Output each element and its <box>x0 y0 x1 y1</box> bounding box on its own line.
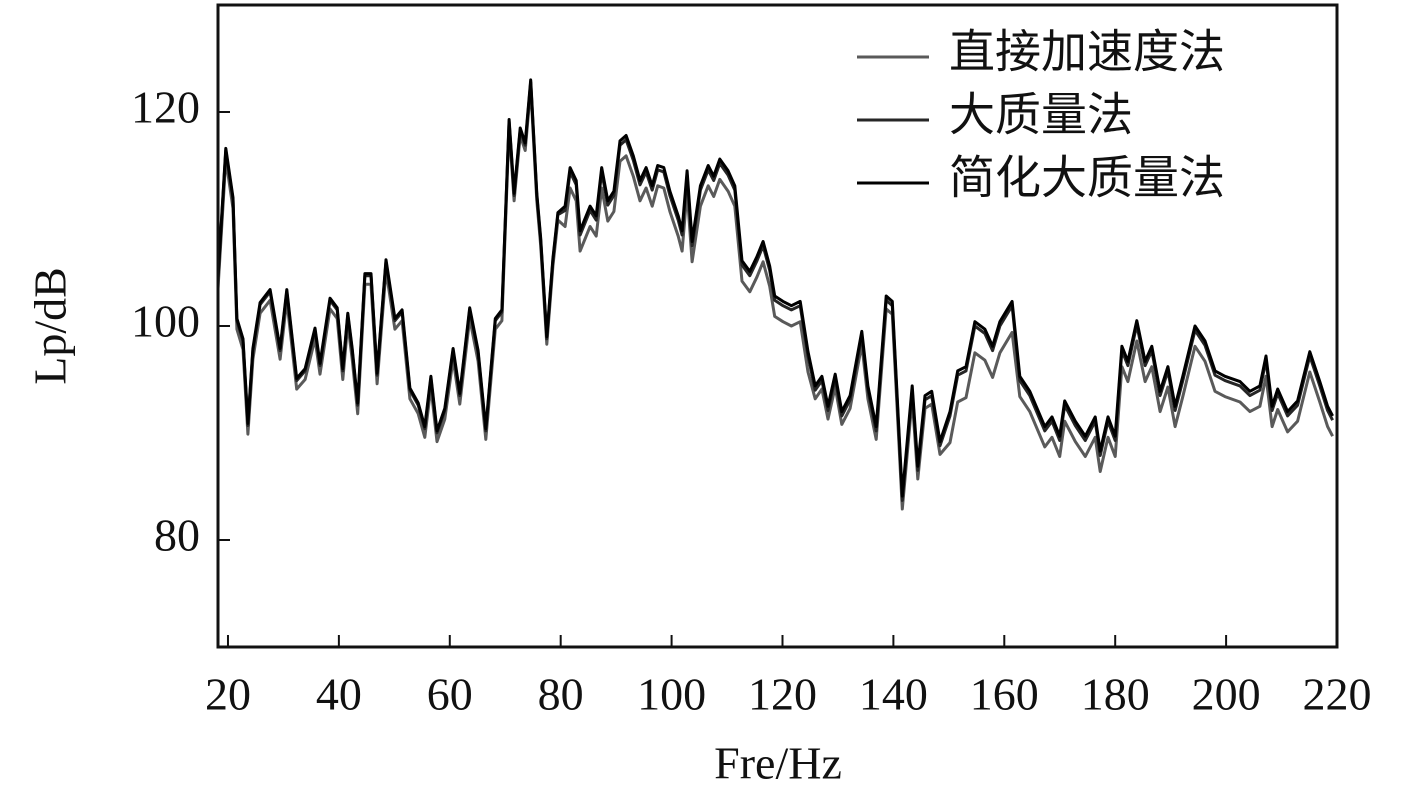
x-tick-label: 120 <box>748 669 817 720</box>
y-tick-label: 100 <box>131 296 200 347</box>
x-axis-label: Fre/Hz <box>714 738 842 789</box>
x-tick-label: 160 <box>970 669 1039 720</box>
x-tick-label: 40 <box>316 669 362 720</box>
x-tick-label: 220 <box>1303 669 1372 720</box>
x-tick-label: 180 <box>1081 669 1150 720</box>
legend-text: 大质量法 <box>949 90 1133 141</box>
plot-frame <box>216 3 1339 649</box>
x-tick-label: 20 <box>205 669 251 720</box>
x-tick-label: 140 <box>859 669 928 720</box>
legend-text: 简化大质量法 <box>949 153 1225 204</box>
y-tick-label: 80 <box>154 510 200 561</box>
x-tick-label: 200 <box>1192 669 1261 720</box>
legend-text: 直接加速度法 <box>949 27 1225 78</box>
x-tick-label: 60 <box>427 669 473 720</box>
x-tick-label: 80 <box>538 669 584 720</box>
x-tick-label: 100 <box>637 669 706 720</box>
y-tick-label: 120 <box>131 82 200 133</box>
y-axis-label: Lp/dB <box>25 267 76 385</box>
series-line <box>216 78 1334 498</box>
